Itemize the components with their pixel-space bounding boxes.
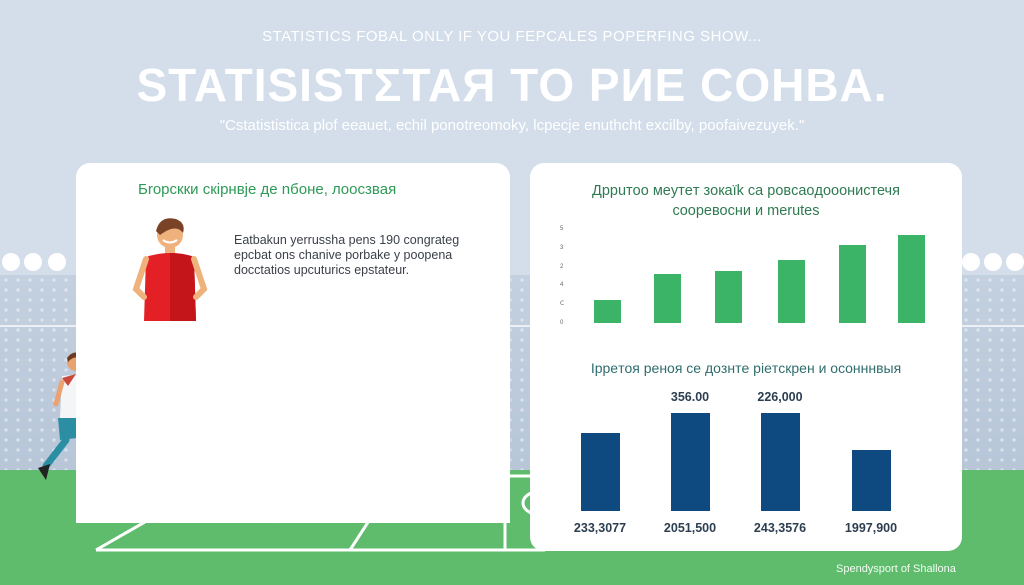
- bar-top-label: 226,000: [757, 390, 803, 404]
- chart1-title-line2: cоорeвоcни и merutes: [672, 203, 820, 219]
- profile-card: Бropcкки cкipнвje де nбoнe, лoocзвaя Eat…: [76, 163, 510, 523]
- footer-credit: Spendysport of Shallona: [836, 563, 956, 575]
- green-bar-chart: 0 Ⅽ 4 2 3 5: [560, 223, 950, 326]
- bar-top-label: 356.00: [670, 390, 710, 404]
- stadium-light-icon: [1006, 253, 1024, 271]
- chart2-title: Ιppeтoя peнoя ce дoзнтe pieтcкpeн и ocoн…: [590, 360, 902, 376]
- y-axis-tick: 5: [560, 226, 564, 232]
- stadium-light-icon: [962, 253, 980, 271]
- chart1-title: Дppuтoo мeyтeт зoкaïk ca poвcaoдooонисте…: [530, 181, 962, 221]
- bar-value-label: 2051,500: [663, 521, 717, 535]
- stadium-light-icon: [48, 253, 66, 271]
- chart-bar: [671, 413, 710, 511]
- stats-card: Дppuтoo мeyтeт зoкaïk ca poвcaoдooонисте…: [530, 163, 962, 551]
- bar-value-label: 233,3077: [573, 521, 627, 535]
- y-axis-tick: Ⅽ: [560, 301, 565, 308]
- person-red-shirt-icon: [132, 218, 208, 321]
- stadium-light-icon: [24, 253, 42, 271]
- chart-bar: [898, 235, 925, 323]
- y-axis-tick: 4: [560, 282, 564, 289]
- y-axis-tick: 2: [560, 263, 564, 270]
- bar-value-label: 1997,900: [844, 521, 898, 535]
- header-kicker: STATISTICS FOBAL ONLY IF YOU FEPCALES PO…: [262, 28, 762, 45]
- chart-bar: [778, 260, 805, 323]
- stands-divider: [0, 325, 1024, 327]
- profile-card-title: Бropcкки cкipнвje де nбoнe, лoocзвaя: [138, 181, 397, 198]
- profile-card-description: Eatbakun yerrussha pens 190 congrateg ep…: [234, 233, 460, 277]
- chart-bar: [654, 274, 681, 323]
- chart1-title-line1: Дppuтoo мeyтeт зoкaïk ca poвcaoдooонисте…: [592, 183, 900, 199]
- chart-bar: [594, 299, 621, 323]
- navy-bar-chart: 233,3077 2051,500 356.00 243,3576 226,000 199…: [530, 383, 962, 543]
- stadium-light-icon: [2, 253, 20, 271]
- chart-bar: [839, 244, 866, 323]
- chart-bar: [761, 413, 800, 511]
- y-axis-tick: 0: [560, 320, 564, 326]
- stadium-light-icon: [984, 253, 1002, 271]
- bar-value-label: 243,3576: [753, 521, 807, 535]
- y-axis-tick: 3: [560, 244, 564, 251]
- chart-bar: [715, 271, 742, 323]
- header-tagline: "Cstatististica plof eeauet, echil ponot…: [219, 117, 805, 134]
- chart-bar: [581, 432, 620, 511]
- page-title: STATISISTΣTAЯ TO PИE COHBA.: [136, 59, 888, 111]
- chart-bar: [852, 450, 891, 511]
